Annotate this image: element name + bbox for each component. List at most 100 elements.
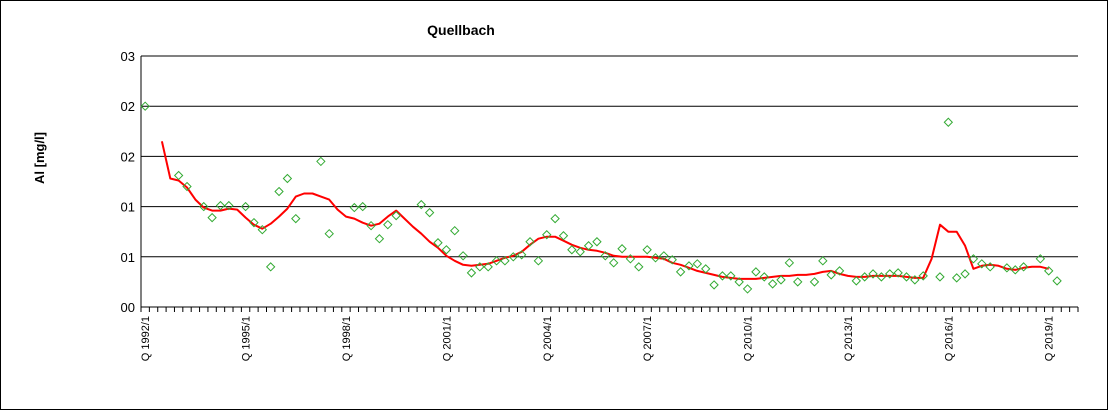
data-point — [675, 267, 686, 277]
x-tick-marks — [140, 307, 1079, 312]
data-point — [199, 201, 209, 212]
x-tick-label: Q 2004/1 — [542, 316, 554, 361]
data-point — [742, 284, 753, 294]
data-point — [291, 213, 301, 224]
x-tick-label: Q 2001/1 — [441, 316, 453, 361]
x-tick-label: Q 2013/1 — [843, 316, 855, 361]
x-tick-label: Q 1998/1 — [341, 316, 353, 361]
y-tick-labels: 00 01 01 02 02 03 — [121, 49, 135, 315]
data-point — [349, 202, 360, 213]
data-point — [692, 259, 703, 269]
data-point — [717, 271, 728, 281]
chart-title: Quellbach — [427, 22, 495, 38]
data-point — [391, 210, 401, 221]
data-point — [475, 262, 485, 272]
data-point — [1044, 266, 1054, 276]
data-point — [659, 251, 669, 261]
x-tick-label: Q 1992/1 — [140, 316, 152, 361]
data-point — [617, 244, 627, 254]
data-point — [642, 245, 652, 255]
data-point — [441, 245, 452, 255]
data-point — [784, 258, 795, 268]
data-point — [257, 224, 268, 235]
data-point — [1018, 262, 1029, 272]
trend-line — [160, 141, 1049, 280]
data-point — [542, 230, 552, 240]
data-point — [776, 275, 786, 285]
data-point — [809, 277, 820, 287]
data-point — [592, 237, 602, 247]
data-point — [433, 238, 443, 248]
data-point — [466, 268, 477, 278]
data-point — [876, 272, 887, 282]
data-point — [977, 259, 987, 269]
data-point — [274, 186, 284, 197]
data-point — [224, 200, 234, 211]
x-tick-label: Q 2007/1 — [642, 316, 654, 361]
data-point — [374, 234, 385, 244]
data-point — [249, 217, 259, 228]
data-point — [173, 170, 184, 181]
data-point — [140, 101, 150, 111]
data-point — [767, 279, 778, 289]
data-point — [265, 262, 276, 272]
data-point — [650, 253, 661, 263]
data-point — [701, 264, 711, 274]
y-tick-label: 00 — [121, 300, 135, 315]
data-point — [207, 212, 217, 223]
y-tick-label: 02 — [121, 99, 135, 114]
data-point — [901, 272, 912, 282]
data-point — [726, 271, 736, 281]
data-point — [324, 229, 334, 239]
measured-points-series — [140, 101, 1062, 294]
x-tick-label: Q 2019/1 — [1044, 316, 1056, 361]
data-point — [968, 254, 979, 264]
data-point — [483, 262, 493, 272]
data-point — [885, 269, 895, 279]
data-point — [834, 266, 845, 276]
data-point — [608, 258, 619, 268]
data-point — [215, 200, 226, 211]
data-point — [525, 237, 535, 247]
y-tick-label: 02 — [121, 149, 135, 164]
data-point — [826, 270, 836, 280]
data-point — [910, 275, 920, 285]
data-point — [383, 219, 393, 230]
data-point — [182, 181, 192, 192]
data-point — [366, 220, 376, 231]
trend-line-series — [160, 141, 1049, 280]
data-point — [575, 247, 585, 257]
data-point — [818, 256, 828, 266]
y-tick-label: 03 — [121, 49, 135, 64]
data-point — [500, 256, 510, 266]
data-point — [416, 199, 426, 210]
data-point — [550, 213, 560, 224]
data-point — [625, 254, 636, 264]
data-point — [458, 251, 468, 261]
data-point — [508, 252, 518, 262]
x-tick-label: Q 1995/1 — [241, 316, 253, 361]
data-point — [282, 173, 293, 184]
data-point — [868, 269, 878, 279]
data-point — [751, 267, 761, 277]
data-point — [893, 268, 903, 278]
grid-lines — [141, 55, 1078, 258]
data-point — [943, 117, 954, 127]
y-axis-label: Al [mg/l] — [32, 132, 47, 184]
data-point — [567, 245, 577, 255]
data-point — [491, 256, 502, 266]
data-point — [1010, 265, 1020, 275]
y-tick-label: 01 — [121, 250, 135, 265]
data-point — [533, 256, 544, 266]
data-point — [1052, 276, 1062, 286]
data-point — [583, 241, 594, 251]
data-point — [985, 262, 995, 272]
data-point — [424, 207, 435, 218]
data-point — [859, 272, 870, 282]
data-point — [516, 250, 527, 260]
data-point — [1035, 254, 1046, 264]
data-point — [357, 201, 368, 212]
data-point — [960, 269, 970, 279]
